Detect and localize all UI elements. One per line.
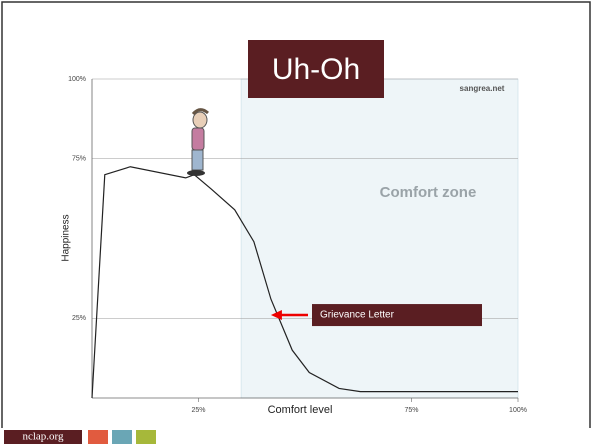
slide: Comfort zone 25% 75% 100% 25% 75% 100% Grievanc… [0,0,592,446]
x-axis-label: Comfort level [268,404,333,416]
x-tick-label: 75% [404,407,418,414]
footer-text: nclap.org [22,431,64,443]
source: sangrea.net [460,84,505,93]
footer-square [112,430,132,444]
page: {"chart_data": { "type": "line", "title"… [0,0,592,446]
y-tick-label: 75% [72,156,86,163]
annotation-text: Grievance Letter [320,310,395,321]
y-axis-label: Happiness [61,214,72,261]
y-tick-label: 25% [72,315,86,322]
comfort-zone [241,79,518,398]
comfort-zone-label: Comfort zone [380,184,477,201]
chart-title: Uh-Oh [272,53,360,86]
x-tick-label: 25% [191,407,205,414]
x-tick-label: 100% [509,407,527,414]
y-tick-label: 100% [68,76,86,83]
footer-square [88,430,108,444]
footer-square [136,430,156,444]
